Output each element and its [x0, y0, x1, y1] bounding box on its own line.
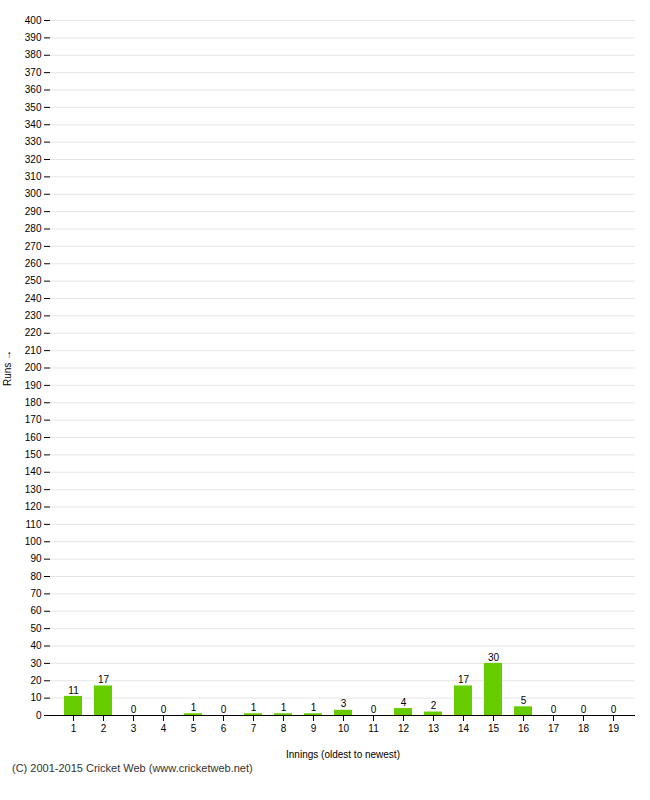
svg-text:180: 180 [25, 397, 42, 408]
svg-text:240: 240 [25, 293, 42, 304]
svg-text:8: 8 [281, 723, 287, 734]
svg-text:0: 0 [611, 704, 617, 715]
svg-text:1: 1 [191, 702, 197, 713]
svg-text:120: 120 [25, 501, 42, 512]
svg-text:1: 1 [71, 723, 77, 734]
svg-text:300: 300 [25, 188, 42, 199]
svg-text:2: 2 [101, 723, 107, 734]
svg-text:220: 220 [25, 327, 42, 338]
svg-text:10: 10 [338, 723, 350, 734]
svg-text:1: 1 [281, 702, 287, 713]
svg-text:2: 2 [431, 700, 437, 711]
svg-text:330: 330 [25, 136, 42, 147]
svg-text:11: 11 [368, 723, 379, 734]
svg-text:7: 7 [251, 723, 257, 734]
svg-text:17: 17 [98, 674, 110, 685]
svg-text:390: 390 [25, 32, 42, 43]
svg-text:80: 80 [30, 571, 42, 582]
svg-text:18: 18 [578, 723, 590, 734]
svg-text:12: 12 [398, 723, 410, 734]
svg-text:5: 5 [191, 723, 197, 734]
svg-text:3: 3 [131, 723, 137, 734]
svg-text:Runs →: Runs → [2, 350, 13, 386]
svg-text:16: 16 [518, 723, 530, 734]
svg-text:0: 0 [36, 710, 42, 721]
svg-text:15: 15 [488, 723, 500, 734]
svg-text:1: 1 [311, 702, 317, 713]
svg-text:400: 400 [25, 15, 42, 26]
svg-text:70: 70 [30, 588, 42, 599]
svg-text:20: 20 [30, 675, 42, 686]
svg-text:170: 170 [25, 414, 42, 425]
svg-text:380: 380 [25, 49, 42, 60]
svg-text:6: 6 [221, 723, 227, 734]
svg-text:4: 4 [161, 723, 167, 734]
svg-text:160: 160 [25, 432, 42, 443]
svg-text:350: 350 [25, 102, 42, 113]
svg-text:190: 190 [25, 380, 42, 391]
svg-text:0: 0 [161, 704, 167, 715]
svg-text:360: 360 [25, 84, 42, 95]
svg-text:Innings (oldest to newest): Innings (oldest to newest) [286, 749, 400, 760]
svg-text:150: 150 [25, 449, 42, 460]
svg-text:30: 30 [488, 652, 500, 663]
svg-text:310: 310 [25, 171, 42, 182]
svg-text:290: 290 [25, 206, 42, 217]
svg-text:19: 19 [608, 723, 620, 734]
svg-text:0: 0 [131, 704, 137, 715]
svg-text:100: 100 [25, 536, 42, 547]
svg-text:340: 340 [25, 119, 42, 130]
svg-text:320: 320 [25, 154, 42, 165]
svg-text:0: 0 [371, 704, 377, 715]
svg-text:3: 3 [341, 698, 347, 709]
svg-text:110: 110 [26, 519, 42, 530]
svg-text:140: 140 [25, 466, 42, 477]
svg-text:9: 9 [311, 723, 317, 734]
svg-text:13: 13 [428, 723, 440, 734]
svg-text:4: 4 [401, 697, 407, 708]
svg-text:1: 1 [251, 702, 257, 713]
html-text:(C) 2001-2015 Cricket Web (www: (C) 2001-2015 Cricket Web (www.cricketwe… [12, 762, 253, 774]
svg-text:17: 17 [458, 674, 470, 685]
svg-text:17: 17 [548, 723, 560, 734]
svg-text:10: 10 [30, 692, 42, 703]
svg-text:11: 11 [68, 685, 79, 696]
svg-text:250: 250 [25, 275, 42, 286]
svg-text:130: 130 [25, 484, 42, 495]
svg-text:14: 14 [458, 723, 470, 734]
svg-text:370: 370 [25, 67, 42, 78]
svg-text:0: 0 [551, 704, 557, 715]
svg-text:60: 60 [30, 605, 42, 616]
svg-text:0: 0 [221, 704, 227, 715]
svg-text:280: 280 [25, 223, 42, 234]
svg-text:260: 260 [25, 258, 42, 269]
svg-text:50: 50 [30, 623, 42, 634]
svg-text:30: 30 [30, 658, 42, 669]
svg-text:90: 90 [30, 553, 42, 564]
svg-text:200: 200 [25, 362, 42, 373]
svg-text:270: 270 [25, 241, 42, 252]
svg-text:5: 5 [521, 695, 527, 706]
svg-text:230: 230 [25, 310, 42, 321]
svg-text:0: 0 [581, 704, 587, 715]
svg-text:40: 40 [30, 640, 42, 651]
svg-text:210: 210 [25, 345, 42, 356]
